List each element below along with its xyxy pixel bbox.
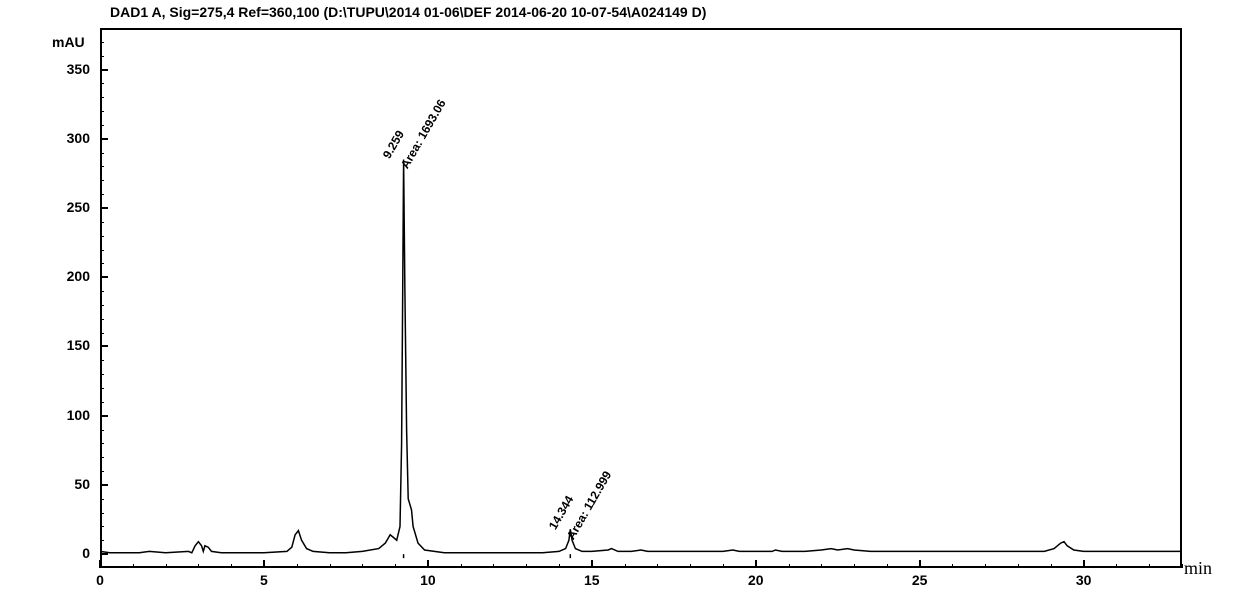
chromatogram-chart: DAD1 A, Sig=275,4 Ref=360,100 (D:\TUPU\2…	[0, 0, 1239, 604]
trace-line	[100, 160, 1182, 553]
chromatogram-trace	[0, 0, 1239, 604]
